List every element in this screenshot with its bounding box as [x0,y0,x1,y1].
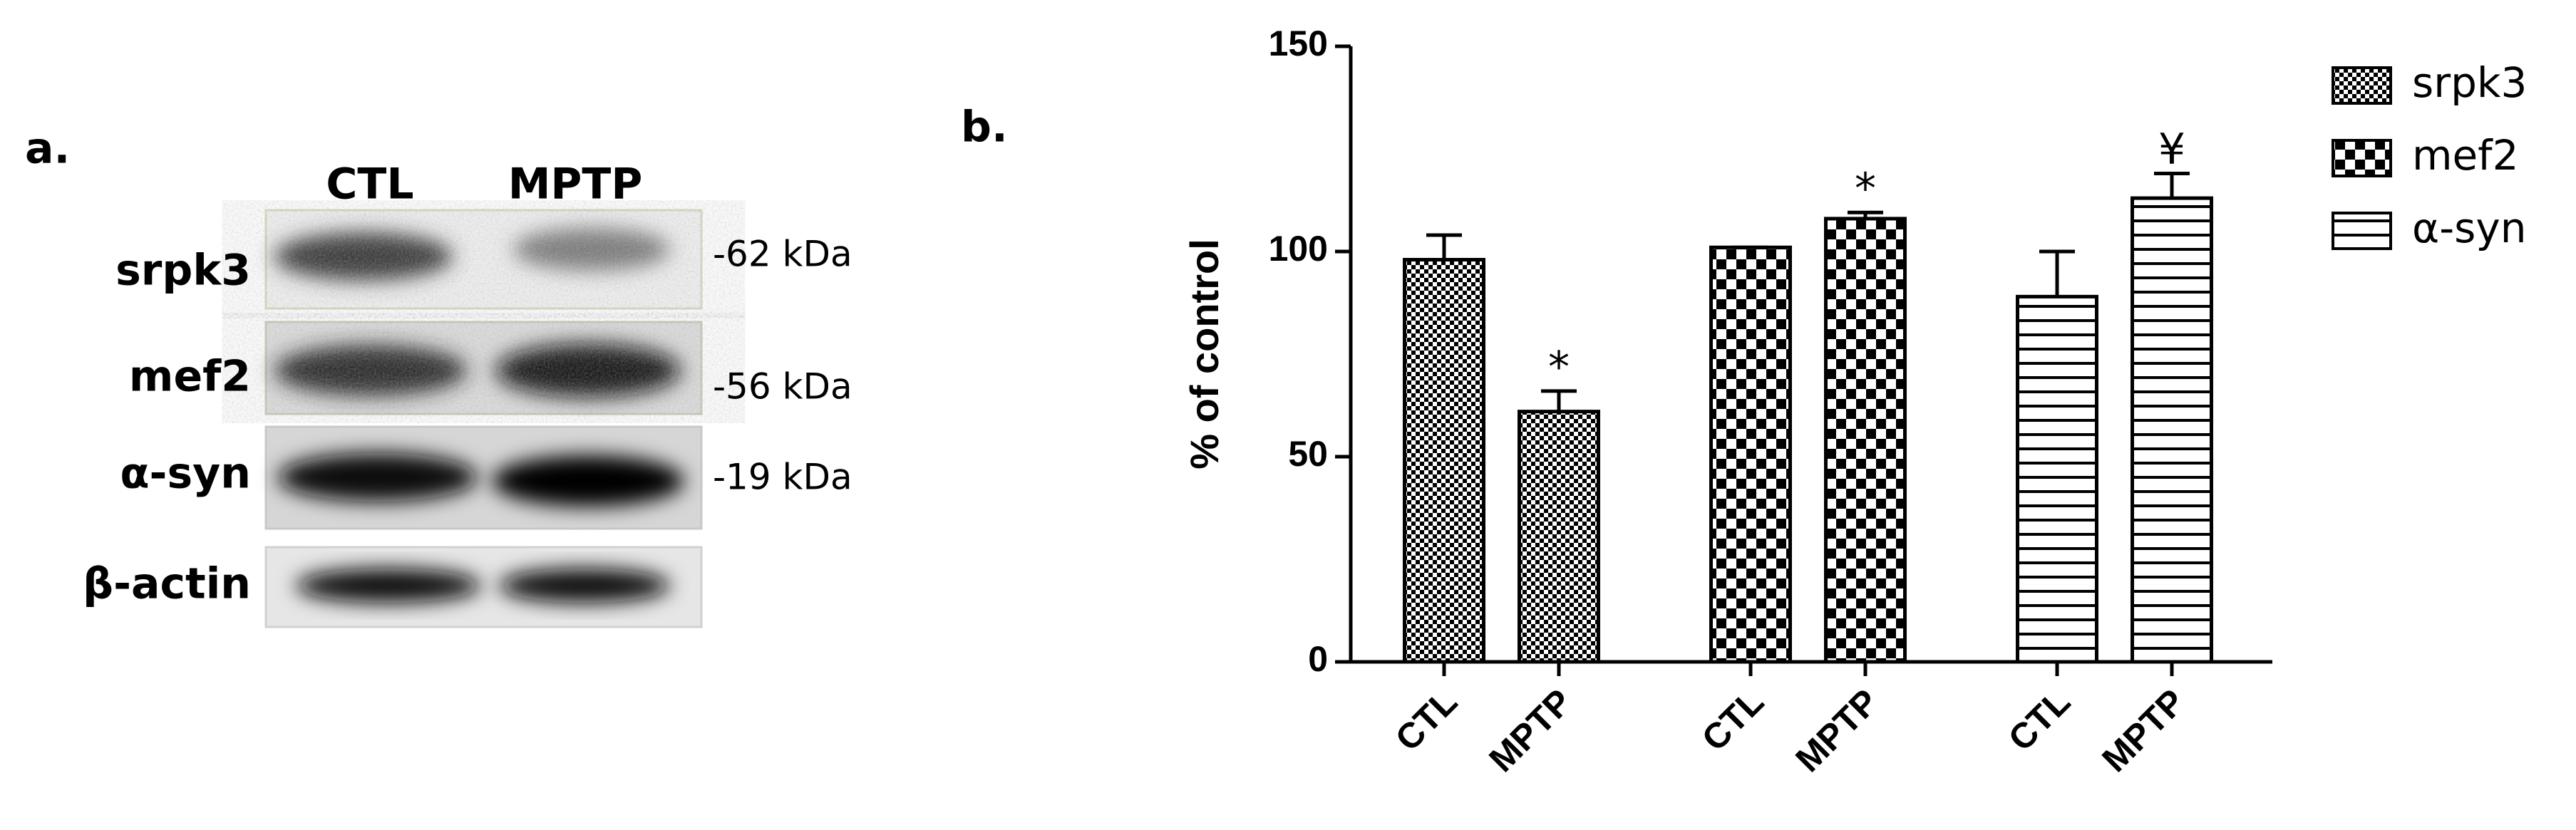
significance-mark: ¥ [2158,125,2185,175]
legend-swatch [2332,212,2392,250]
significance-mark: * [1548,342,1570,392]
error-bar [1848,210,1883,219]
y-tick-label: 150 [1269,24,1328,63]
y-tick-label: 50 [1288,434,1328,474]
bar [2131,196,2213,664]
bar [1709,245,1792,664]
legend-swatch [2332,66,2392,105]
error-bar [1541,389,1577,412]
size-label: -62 kDa [713,234,852,275]
size-label: -56 kDa [713,366,852,408]
column-label: MPTP [508,160,643,209]
significance-mark: * [1855,164,1876,214]
bar [1403,258,1485,664]
error-bar [1426,233,1462,260]
error-bar [2039,249,2075,297]
x-tick-label: MPTP [2094,682,2193,780]
bar [1518,410,1600,664]
bar [2016,294,2098,664]
blot-srpk3 [264,209,703,310]
row-label: α-syn [120,449,251,499]
legend-label: α-syn [2412,204,2526,252]
x-tick-label: CTL [1694,682,1771,759]
y-tick-label: 0 [1308,639,1328,679]
legend-label: srpk3 [2412,58,2527,107]
blot-asyn [264,425,703,530]
x-tick-label: CTL [2001,682,2078,759]
error-bar [2154,172,2190,199]
x-tick-label: MPTP [1788,682,1886,780]
y-tick-label: 100 [1269,229,1328,269]
column-label: CTL [326,160,413,209]
row-label: srpk3 [115,246,251,296]
panel-label: a. [25,124,70,174]
x-tick-label: MPTP [1481,682,1580,780]
blot-actin [264,546,703,628]
row-label: β-actin [83,559,251,609]
size-label: -19 kDa [713,457,852,498]
y-axis-label: % of control [1182,239,1227,470]
row-label: mef2 [129,352,251,402]
x-tick-label: CTL [1388,682,1465,759]
panel-label: b. [961,103,1008,152]
legend-label: mef2 [2412,131,2519,180]
bar [1824,217,1907,664]
blot-mef2 [264,321,703,415]
legend-swatch [2332,139,2392,177]
